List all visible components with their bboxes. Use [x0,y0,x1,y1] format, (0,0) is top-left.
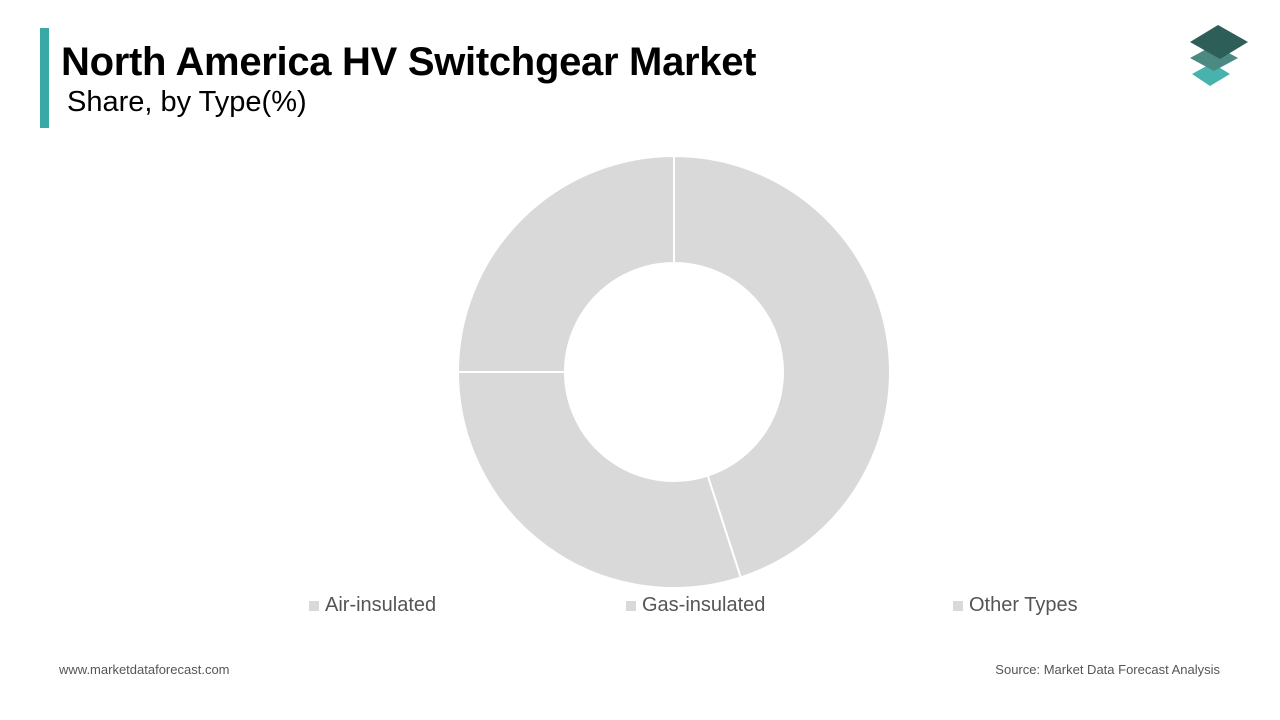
legend-label: Gas-insulated [642,594,766,616]
legend-item-gas-insulated: Gas-insulated [626,594,765,617]
page-title: North America HV Switchgear Market [61,40,757,84]
legend-swatch [626,600,636,611]
donut-slice-other-types [456,154,675,373]
legend-label: Air-insulated [325,594,437,616]
legend-label: Other Types [969,594,1078,616]
title-accent-bar [40,28,49,128]
legend-item-air-insulated: Air-insulated [309,594,436,617]
stacked-layers-icon [1190,25,1248,86]
donut-slice-gas-insulated [456,371,743,589]
footer-website: www.marketdataforecast.com [59,662,230,677]
legend-swatch [309,600,319,611]
footer-source: Source: Market Data Forecast Analysis [995,662,1220,677]
donut-slice-air-insulated [673,154,891,579]
page-subtitle: Share, by Type(%) [67,86,307,118]
legend-item-other-types: Other Types [953,594,1078,617]
legend-swatch [953,600,963,611]
